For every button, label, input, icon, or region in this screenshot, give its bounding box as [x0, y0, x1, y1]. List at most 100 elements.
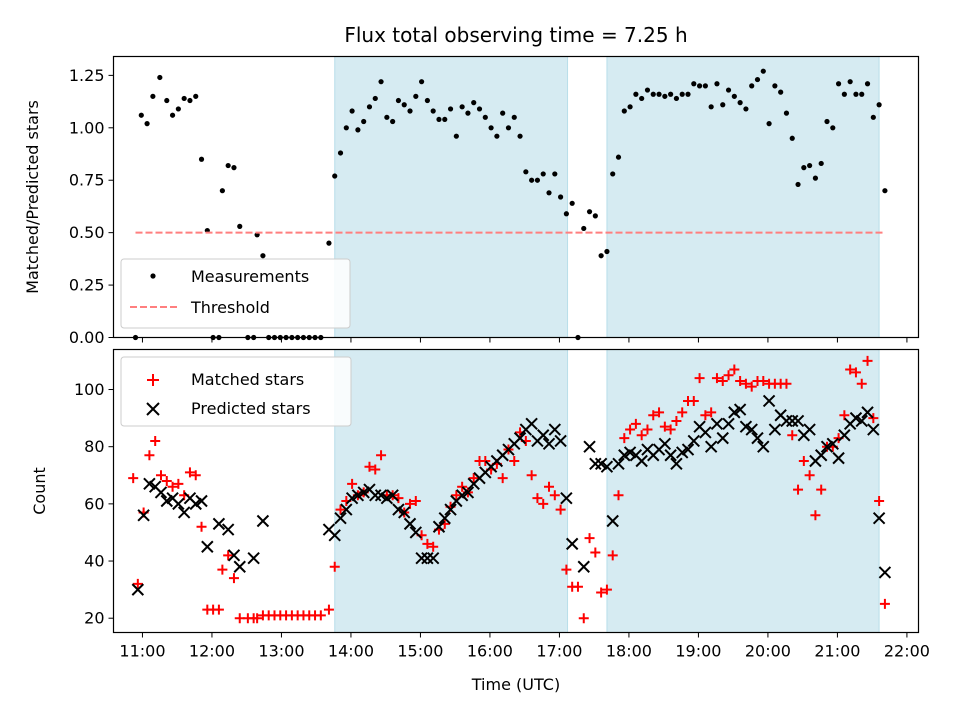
legend-label-predicted: Predicted stars [191, 399, 311, 418]
matched-stars-point [630, 418, 641, 429]
measurement-point [725, 87, 732, 93]
matched-stars-point [607, 550, 618, 561]
measurement-point [778, 89, 784, 95]
predicted-stars-point [525, 417, 538, 431]
matched-stars-point [636, 430, 647, 441]
matched-stars-point [879, 598, 890, 609]
matched-stars-point [798, 455, 809, 466]
measurement-point [615, 154, 622, 160]
measurement-point [529, 177, 535, 183]
measurement-point [737, 100, 743, 106]
matched-stars-point [150, 435, 161, 446]
matched-stars-point [155, 470, 166, 481]
matched-stars-point [497, 473, 508, 484]
predicted-stars-point [861, 406, 874, 419]
measurement-point [419, 79, 425, 85]
predicted-stars-point [256, 514, 270, 528]
matched-stars-point [376, 450, 387, 461]
measurement-point [783, 110, 790, 116]
measurement-point [586, 209, 593, 215]
measurement-point [760, 68, 766, 74]
measurement-point [465, 110, 471, 116]
bottom-ytick-label: 20 [84, 609, 104, 628]
matched-stars-point [839, 410, 850, 421]
measurement-point [453, 133, 459, 139]
predicted-stars-point [658, 437, 672, 451]
matched-stars-point [758, 375, 769, 386]
measurement-point [668, 91, 674, 97]
measurement-point [795, 181, 801, 188]
matched-stars-point [717, 375, 728, 386]
bottom-legend: Matched stars Predicted stars [120, 356, 352, 427]
measurement-point [807, 162, 813, 169]
matched-stars-point [410, 496, 421, 507]
matched-stars-point [642, 424, 653, 435]
matched-stars-point [706, 407, 717, 418]
measurement-point [633, 91, 639, 97]
xtick-label: 17:00 [536, 642, 582, 661]
matched-stars-point [584, 533, 595, 544]
predicted-stars-point [664, 449, 677, 462]
matched-stars-point [740, 378, 751, 389]
predicted-stars-point [554, 434, 567, 448]
measurement-point [557, 194, 564, 200]
matched-stars-point [746, 381, 757, 392]
matched-stars-point [781, 378, 792, 389]
matched-stars-point [405, 498, 416, 509]
predicted-stars-point [444, 503, 457, 516]
predicted-stars-point [600, 460, 614, 473]
matched-stars-point [677, 407, 688, 418]
legend-marker-predicted [146, 402, 160, 416]
predicted-stars-point [583, 440, 596, 453]
predicted-stars-point [369, 489, 382, 502]
matched-stars-point [335, 504, 346, 515]
matched-stars-point [671, 415, 682, 426]
xtick-label: 18:00 [606, 642, 652, 661]
matched-stars-point [625, 424, 636, 435]
matched-stars-point [364, 461, 375, 472]
predicted-stars-point [195, 494, 208, 508]
measurement-point [621, 108, 627, 114]
matched-stars-point [665, 424, 676, 435]
measurement-point [662, 93, 668, 99]
predicted-stars-point [872, 511, 886, 525]
matched-stars-point [804, 470, 815, 481]
measurement-point [494, 133, 500, 139]
measurement-point [144, 121, 150, 127]
predicted-stars-point [328, 529, 341, 542]
matched-stars-point [810, 510, 821, 521]
measurement-point [650, 91, 656, 97]
observing-span [334, 349, 569, 633]
measurement-point [685, 91, 691, 97]
predicted-stars-point [762, 394, 776, 408]
predicted-stars-point [542, 437, 556, 451]
measurement-point [882, 188, 888, 194]
bottom-ytick-label: 40 [84, 552, 104, 571]
legend-marker-matched [147, 374, 159, 386]
matched-stars-point [315, 610, 326, 621]
matched-stars-point [694, 373, 705, 384]
matched-stars-point [457, 481, 468, 492]
measurement-point [401, 102, 407, 108]
predicted-stars-point [221, 523, 235, 536]
matched-stars-point [213, 604, 224, 615]
legend-label-matched: Matched stars [191, 370, 304, 389]
measurement-point [424, 97, 430, 104]
matched-stars-point [723, 370, 734, 381]
xtick-label: 20:00 [745, 642, 791, 661]
matched-stars-point [711, 373, 722, 384]
matched-stars-point [596, 587, 607, 598]
top-legend-box [120, 258, 351, 329]
predicted-stars-point [757, 440, 770, 453]
measurement-point [523, 169, 529, 175]
predicted-stars-point [398, 506, 411, 519]
bottom-panel: 11:00 12:00 13:00 14:00 15:00 16:00 17:00 18:00… [30, 348, 930, 694]
measurement-point [714, 81, 720, 87]
matched-stars-point [480, 455, 491, 466]
measurement-point [830, 125, 836, 131]
matched-stars-point [370, 464, 381, 475]
matched-stars-point [578, 613, 589, 624]
measurement-point [175, 106, 181, 112]
matched-stars-point [729, 364, 740, 375]
measurement-point [691, 81, 697, 87]
